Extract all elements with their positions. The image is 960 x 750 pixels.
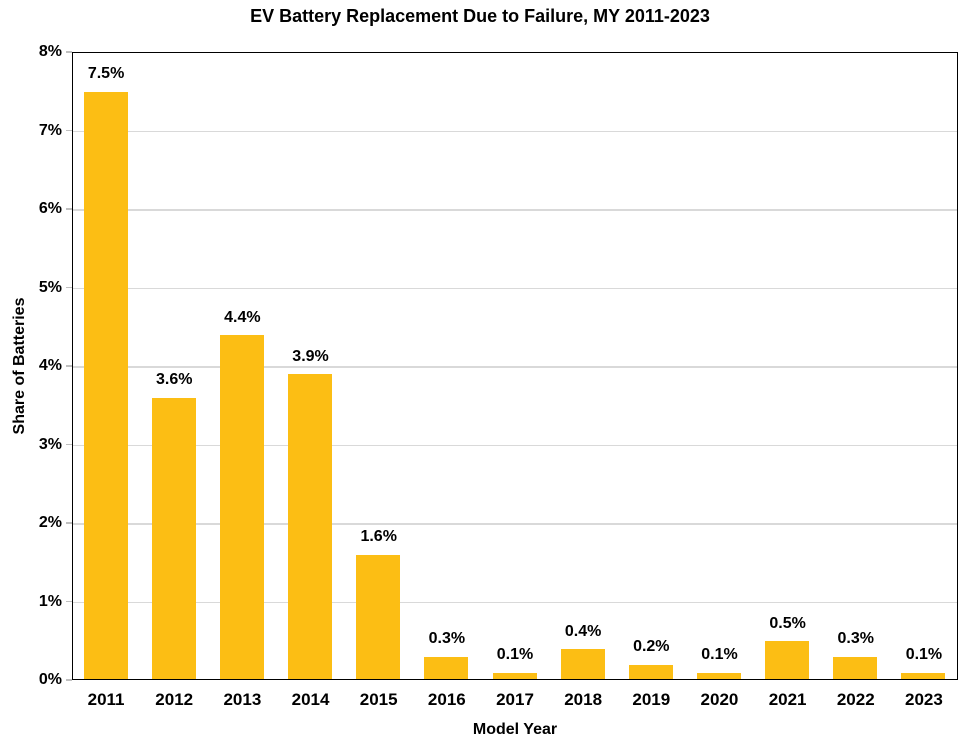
y-axis-tick (66, 443, 72, 446)
bar-2016 (424, 656, 469, 679)
bar-value-label: 3.6% (155, 371, 193, 389)
x-tick-label: 2019 (632, 690, 671, 709)
y-axis-tick (66, 51, 72, 53)
bar-2020 (696, 672, 741, 679)
y-axis-tick (66, 679, 72, 681)
x-axis-title: Model Year (472, 721, 558, 738)
x-tick-label: 2018 (564, 690, 603, 709)
y-tick-label: 8% (38, 43, 62, 60)
chart-title: EV Battery Replacement Due to Failure, M… (250, 6, 710, 26)
bar-value-label: 0.1% (905, 646, 943, 664)
bar-2013 (219, 335, 264, 679)
x-tick-label: 2021 (768, 690, 807, 709)
bar-value-label: 1.6% (360, 528, 397, 546)
bar-2021 (765, 641, 810, 679)
gridline (73, 601, 957, 604)
y-axis-tick (66, 129, 72, 132)
y-axis-tick (66, 600, 72, 603)
bar-2023 (901, 672, 946, 679)
bar-value-label: 0.4% (564, 622, 602, 640)
bar-2017 (492, 672, 537, 679)
x-tick-label: 2017 (496, 690, 534, 709)
x-tick-label: 2023 (905, 690, 943, 709)
bar-2011 (83, 91, 128, 679)
gridline (73, 444, 957, 447)
x-tick-label: 2011 (87, 690, 125, 709)
y-tick-label: 1% (38, 592, 62, 610)
y-tick-label: 3% (38, 435, 62, 453)
bar-2015 (356, 554, 401, 679)
bar-value-label: 0.3% (428, 630, 466, 648)
bar-value-label: 7.5% (87, 65, 125, 83)
x-tick-label: 2013 (223, 690, 262, 709)
x-tick-label: 2016 (427, 690, 466, 709)
y-axis-tick (66, 522, 72, 524)
bar-value-label: 0.1% (701, 646, 738, 664)
bar-2014 (288, 374, 333, 679)
y-axis-tick (66, 365, 72, 367)
bar-2012 (151, 397, 196, 679)
y-tick-label: 5% (38, 278, 62, 296)
y-axis-tick (66, 208, 72, 210)
bar-value-label: 0.1% (496, 646, 534, 664)
gridline (73, 209, 957, 211)
gridline (73, 287, 957, 290)
y-tick-label: 0% (38, 671, 62, 688)
x-tick-label: 2015 (359, 690, 398, 709)
bar-value-label: 4.4% (224, 308, 261, 326)
gridline (73, 523, 957, 525)
bar-value-label: 0.3% (837, 630, 874, 648)
gridline (73, 366, 957, 368)
gridline (73, 130, 957, 133)
y-axis-tick (66, 286, 72, 289)
y-tick-label: 6% (38, 200, 62, 217)
y-tick-label: 2% (38, 514, 62, 531)
x-tick-label: 2022 (836, 690, 875, 709)
bar-2018 (560, 649, 605, 679)
bar-value-label: 0.5% (769, 614, 806, 632)
x-tick-label: 2012 (155, 690, 194, 709)
y-tick-label: 4% (38, 357, 62, 374)
bar-value-label: 3.9% (292, 347, 329, 365)
x-tick-label: 2020 (700, 690, 739, 709)
y-tick-label: 7% (38, 121, 62, 139)
x-tick-label: 2014 (291, 690, 330, 709)
bar-value-label: 0.2% (633, 638, 670, 656)
plot-area (72, 52, 958, 680)
bar-2022 (833, 656, 878, 679)
bar-2019 (628, 664, 673, 679)
